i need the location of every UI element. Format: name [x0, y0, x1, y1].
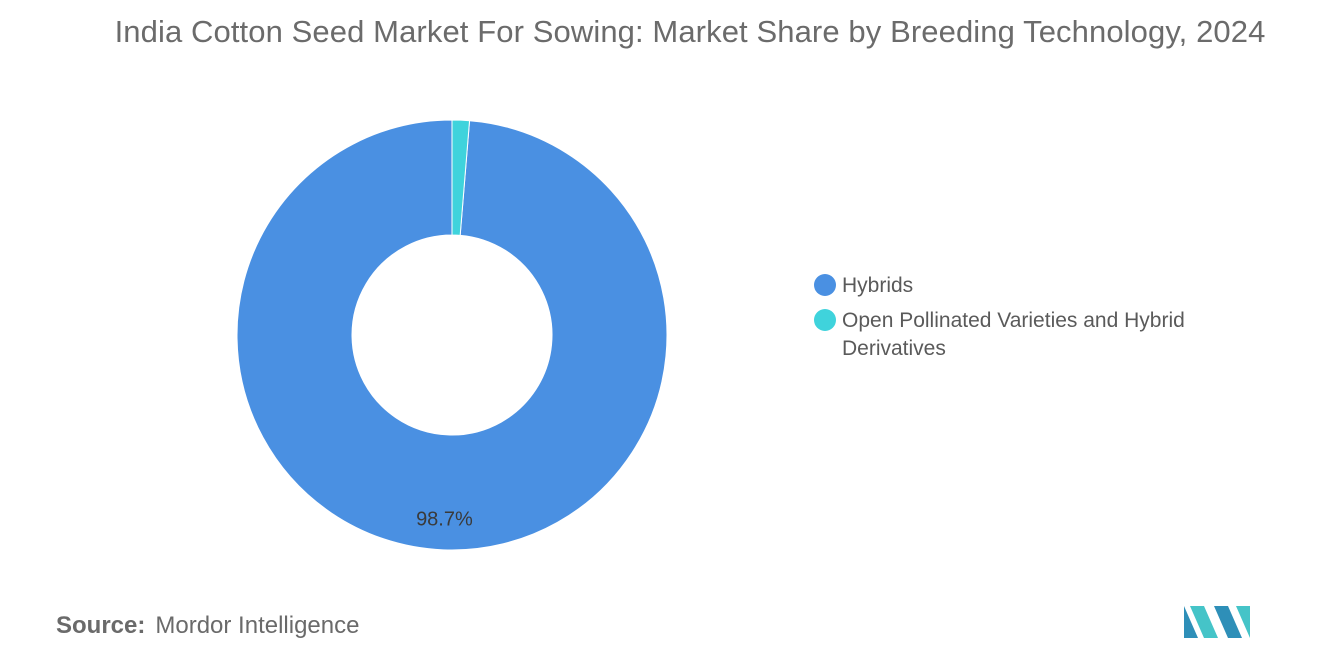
logo-shape-left	[1184, 606, 1198, 638]
mordor-intelligence-logo	[1184, 606, 1250, 638]
legend-label-open-pollinated: Open Pollinated Varieties and Hybrid Der…	[842, 309, 1185, 360]
source-label: Source:	[56, 612, 146, 639]
data-labels: 98.7%	[416, 509, 473, 531]
chart-title: India Cotton Seed Market For Sowing: Mar…	[114, 14, 1266, 49]
data-label-hybrids: 98.7%	[416, 509, 473, 531]
donut-slice-hybrids	[236, 119, 668, 551]
donut-slices	[236, 119, 668, 551]
legend-label-hybrids: Hybrids	[842, 274, 914, 297]
legend-swatch-open-pollinated	[814, 309, 836, 331]
source-note: Source: Mordor Intelligence	[56, 612, 359, 640]
chart-legend: Hybrids Open Pollinated Varieties and Hy…	[814, 272, 1234, 370]
logo-shape-right	[1236, 606, 1250, 638]
legend-swatch-hybrids	[814, 274, 836, 296]
source-text: Mordor Intelligence	[155, 612, 360, 639]
logo-shape-mid-left	[1190, 606, 1218, 638]
legend-item-hybrids: Hybrids	[814, 272, 1234, 300]
donut-slice-open-pollinated	[451, 119, 471, 236]
logo-shape-mid-right	[1214, 606, 1242, 638]
legend-item-open-pollinated: Open Pollinated Varieties and Hybrid Der…	[814, 307, 1234, 363]
